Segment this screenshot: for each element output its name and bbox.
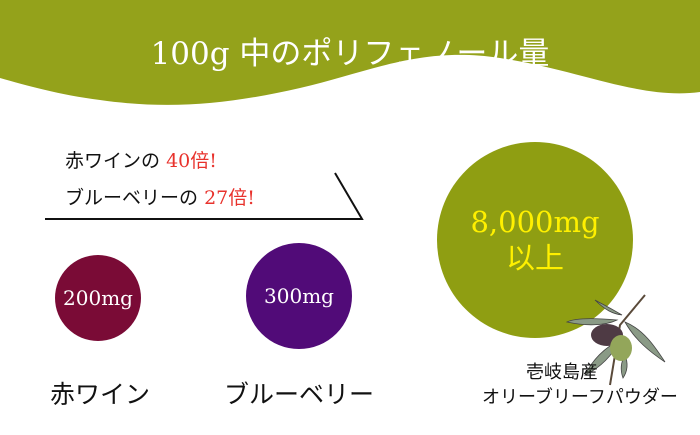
- page-title: 100g 中のポリフェノール量: [150, 36, 550, 72]
- olive-label: 壱岐島産 オリーブリーフパウダー: [482, 362, 678, 409]
- olive-branch-icon: [565, 294, 666, 386]
- comparison-blueberry: ブルーベリーの 27倍!: [65, 187, 255, 209]
- wine-circle: 200mg: [55, 255, 141, 341]
- blueberry-label: ブルーベリー: [224, 380, 375, 409]
- wine-label: 赤ワイン: [50, 380, 151, 409]
- comparison-wine: 赤ワインの 40倍!: [65, 150, 217, 172]
- header-banner: [0, 0, 700, 105]
- blueberry-circle: 300mg: [246, 243, 352, 349]
